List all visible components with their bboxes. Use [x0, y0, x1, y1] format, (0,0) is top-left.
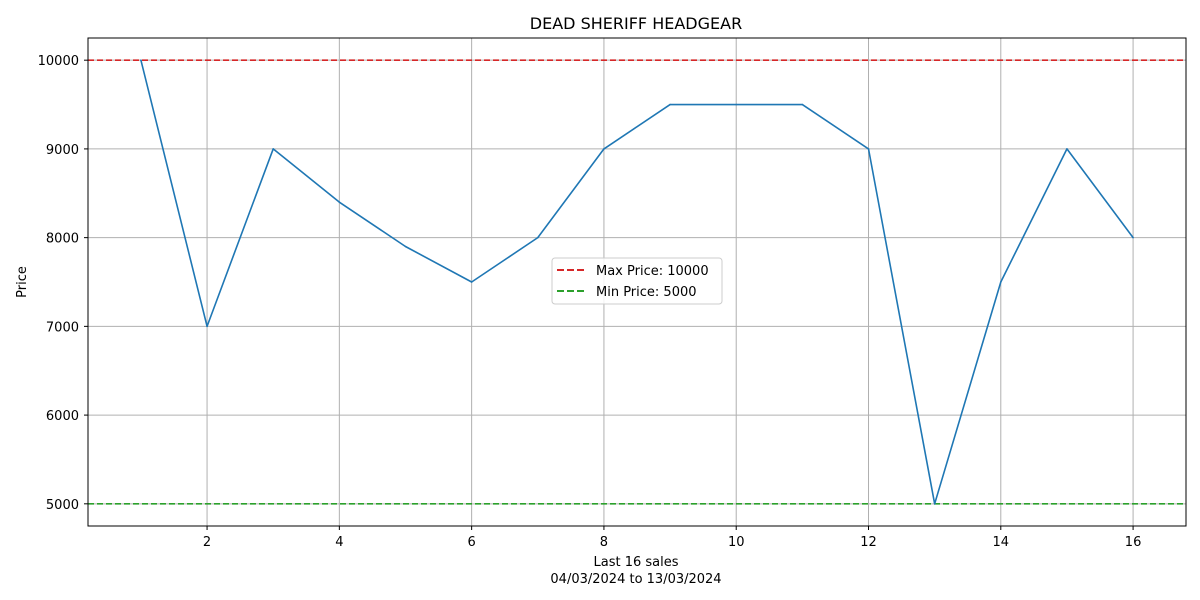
y-tick-label: 6000 [46, 409, 79, 424]
data-point [338, 201, 341, 203]
y-tick-label: 9000 [46, 143, 79, 158]
data-point [470, 281, 473, 283]
y-tick-label: 8000 [46, 232, 79, 247]
data-point [1066, 148, 1068, 150]
data-point [735, 103, 738, 106]
x-tick-label: 14 [993, 535, 1010, 550]
chart-title: DEAD SHERIFF HEADGEAR [530, 14, 742, 33]
x-tick-label: 10 [728, 535, 745, 550]
series-layer [140, 59, 1134, 505]
x-tick-label: 12 [860, 535, 877, 550]
y-tick-label: 5000 [46, 498, 79, 513]
x-axis-ticks: 2 4 6 8 10 12 14 16 [203, 526, 1141, 550]
reference-lines [88, 59, 1186, 505]
data-point [206, 325, 208, 328]
data-point [140, 59, 142, 61]
y-axis-label: Price [15, 266, 30, 298]
plot-frame [87, 37, 1187, 527]
x-tick-label: 2 [203, 535, 211, 550]
y-tick-label: 7000 [46, 320, 79, 335]
x-tick-label: 16 [1125, 535, 1142, 550]
data-point [603, 148, 605, 150]
y-tick-label: 10000 [38, 54, 79, 69]
data-point [669, 103, 671, 106]
data-point [801, 103, 804, 106]
data-point [536, 236, 539, 239]
data-point [933, 503, 936, 505]
legend-label-max: Max Price: 10000 [596, 264, 709, 279]
data-point [1132, 236, 1134, 239]
data-point [867, 148, 870, 150]
data-point [999, 281, 1002, 283]
data-point [404, 245, 407, 248]
legend-box [551, 257, 723, 305]
data-point [272, 148, 275, 150]
x-tick-label: 8 [600, 535, 608, 550]
legend-label-min: Min Price: 5000 [596, 285, 697, 300]
x-tick-label: 6 [467, 535, 475, 550]
x-axis-sublabel: 04/03/2024 to 13/03/2024 [550, 572, 721, 587]
y-axis-ticks: 5000 6000 7000 8000 9000 10000 [38, 54, 88, 513]
x-tick-label: 4 [335, 535, 343, 550]
price-series-line [140, 59, 1134, 505]
x-axis-label: Last 16 sales [593, 555, 678, 570]
legend: Max Price: 10000 Min Price: 5000 [551, 257, 723, 305]
